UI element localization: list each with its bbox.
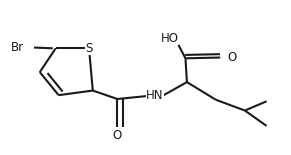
Text: O: O: [113, 129, 122, 142]
Text: S: S: [85, 42, 93, 55]
Text: Br: Br: [11, 41, 24, 54]
Text: O: O: [228, 51, 237, 64]
Text: HO: HO: [161, 32, 179, 45]
Text: HN: HN: [146, 89, 164, 102]
